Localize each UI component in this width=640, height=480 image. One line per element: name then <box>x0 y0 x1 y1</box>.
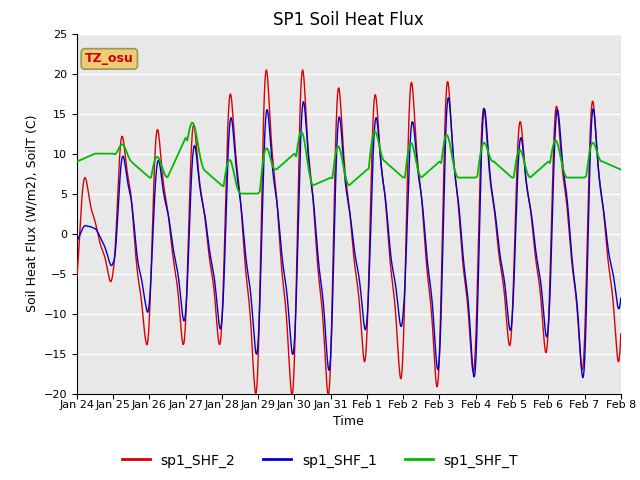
Y-axis label: Soil Heat Flux (W/m2), SoilT (C): Soil Heat Flux (W/m2), SoilT (C) <box>25 115 38 312</box>
Legend: sp1_SHF_2, sp1_SHF_1, sp1_SHF_T: sp1_SHF_2, sp1_SHF_1, sp1_SHF_T <box>116 448 524 473</box>
X-axis label: Time: Time <box>333 415 364 429</box>
Text: TZ_osu: TZ_osu <box>85 52 134 65</box>
Title: SP1 Soil Heat Flux: SP1 Soil Heat Flux <box>273 11 424 29</box>
